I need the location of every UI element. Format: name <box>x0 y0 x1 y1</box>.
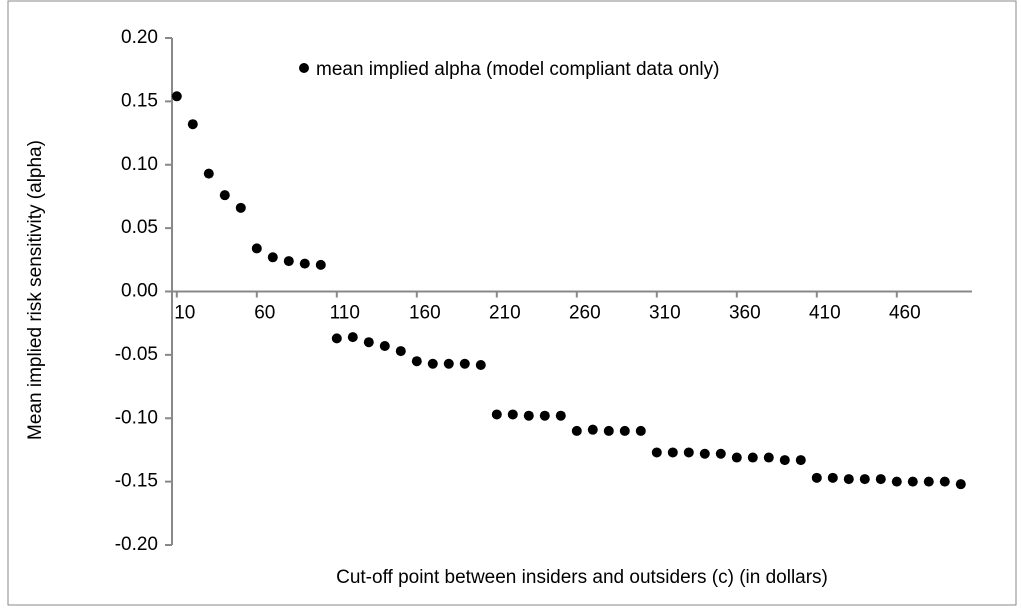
data-point <box>443 358 454 369</box>
x-tick-label: 460 <box>889 303 921 324</box>
data-point <box>235 202 246 213</box>
data-point <box>571 425 582 436</box>
data-point <box>555 410 566 421</box>
x-tick-label: 160 <box>409 303 441 324</box>
x-tick-label: 260 <box>569 303 601 324</box>
data-point <box>411 356 422 367</box>
data-point <box>827 472 838 483</box>
data-point <box>507 409 518 420</box>
data-point <box>539 410 550 421</box>
x-tick-label: 360 <box>729 303 761 324</box>
data-point <box>475 360 486 371</box>
x-tick-label: 310 <box>649 303 681 324</box>
y-tick-label: -0.20 <box>115 534 158 555</box>
y-tick-label: 0.00 <box>121 281 158 302</box>
data-point <box>635 425 646 436</box>
data-point <box>715 448 726 459</box>
x-tick-label: 10 <box>174 303 195 324</box>
data-point <box>379 341 390 352</box>
data-point <box>795 455 806 466</box>
data-point <box>907 476 918 487</box>
data-point <box>203 168 214 179</box>
x-tick-label: 410 <box>809 303 841 324</box>
data-point <box>891 476 902 487</box>
data-point <box>491 409 502 420</box>
data-point <box>763 452 774 463</box>
data-point <box>347 332 358 343</box>
data-point <box>667 447 678 458</box>
data-point <box>219 190 230 201</box>
data-point <box>315 259 326 270</box>
legend-marker <box>299 63 309 73</box>
data-point <box>523 410 534 421</box>
data-point <box>843 474 854 485</box>
y-tick-label: 0.15 <box>121 90 158 111</box>
y-tick-label: 0.10 <box>121 154 158 175</box>
data-point <box>267 252 278 263</box>
data-point <box>683 447 694 458</box>
data-point <box>459 358 470 369</box>
y-axis-label: Mean implied risk sensitivity (alpha) <box>25 140 46 440</box>
data-point <box>427 358 438 369</box>
data-point <box>747 452 758 463</box>
data-point <box>171 91 182 102</box>
y-tick-label: 0.20 <box>121 27 158 48</box>
data-point <box>811 472 822 483</box>
data-point <box>875 474 886 485</box>
x-tick-label: 210 <box>489 303 521 324</box>
legend-label: mean implied alpha (model compliant data… <box>316 59 719 80</box>
x-tick-label: 110 <box>330 303 360 324</box>
data-point <box>331 333 342 344</box>
data-point <box>251 243 262 254</box>
data-point <box>619 425 630 436</box>
chart-frame <box>7 0 1017 606</box>
data-point <box>955 479 966 490</box>
data-point <box>363 337 374 348</box>
x-tick-label: 60 <box>254 303 275 324</box>
x-axis-label: Cut-off point between insiders and outsi… <box>336 567 828 588</box>
data-point <box>299 258 310 269</box>
data-point <box>859 474 870 485</box>
data-point <box>699 448 710 459</box>
y-tick-label: -0.05 <box>115 344 158 365</box>
data-point <box>187 119 198 130</box>
data-point <box>395 346 406 357</box>
data-point <box>923 476 934 487</box>
data-point <box>731 452 742 463</box>
y-tick-label: -0.15 <box>115 471 158 492</box>
y-tick-label: 0.05 <box>121 217 158 238</box>
data-point <box>587 424 598 435</box>
data-point <box>603 425 614 436</box>
data-point <box>939 476 950 487</box>
data-point <box>283 256 294 267</box>
y-tick-label: -0.10 <box>115 407 158 428</box>
data-point <box>779 455 790 466</box>
data-point <box>651 447 662 458</box>
